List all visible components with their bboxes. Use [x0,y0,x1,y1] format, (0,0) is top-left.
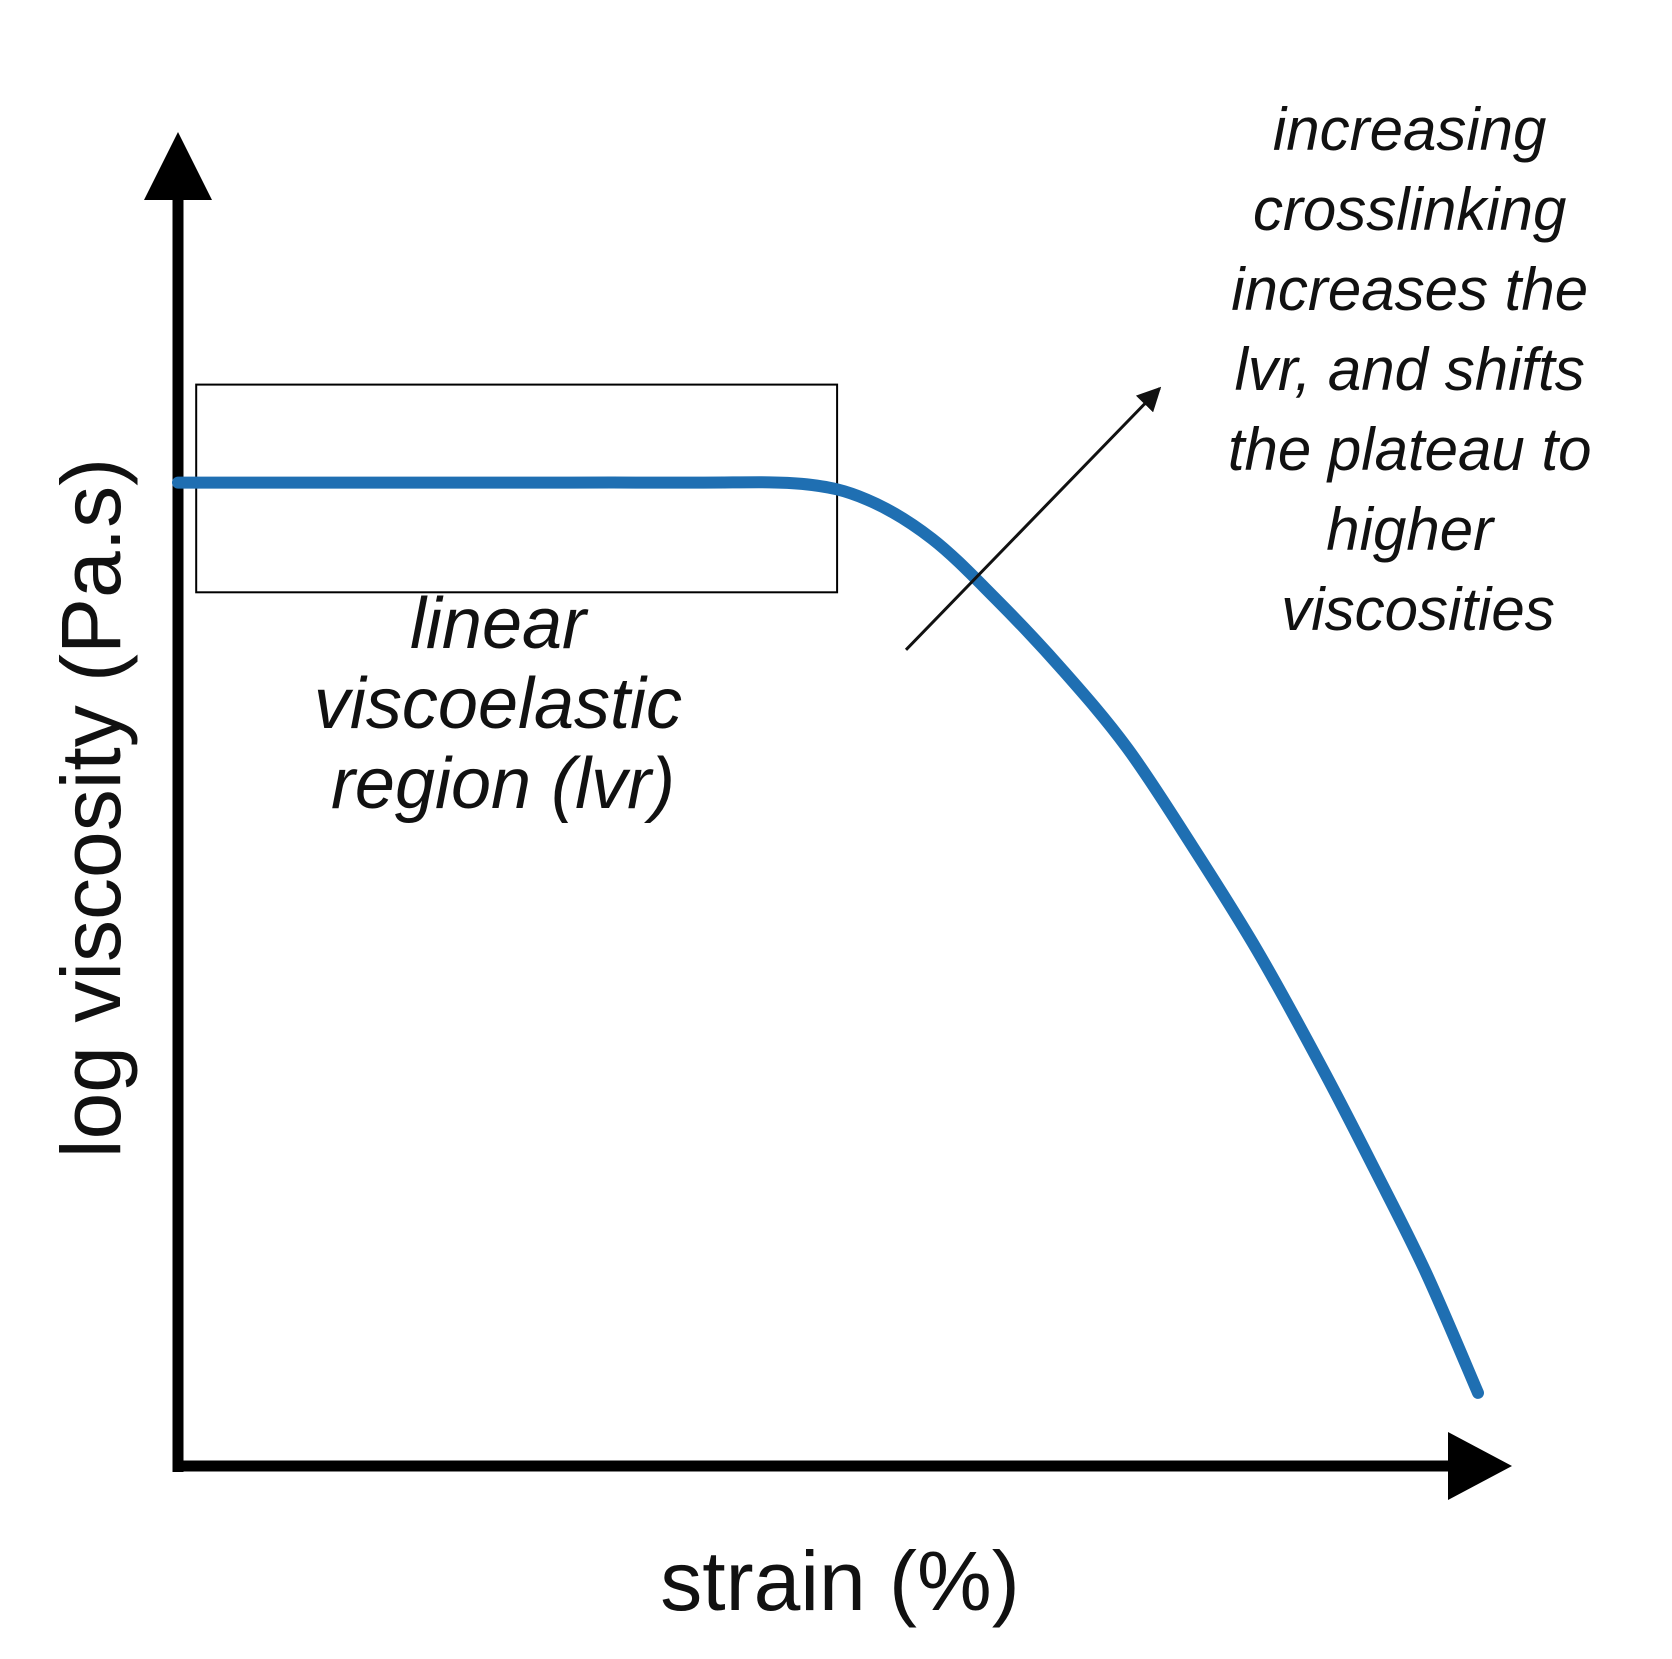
data-point [692,477,704,489]
note-line: lvr, and shifts [1235,336,1585,403]
note-line: the plateau to [1228,416,1592,483]
data-point [1121,742,1133,754]
data-point [1472,1387,1484,1399]
lvr-label-line: viscoelastic [314,664,682,744]
data-point [1368,1162,1380,1174]
lvr-label-line: region (lvr) [331,744,675,824]
viscosity-curve [172,476,1484,1399]
axes [144,132,1512,1500]
data-point [1316,1062,1328,1074]
note-line: higher [1326,496,1495,563]
lvr-label: linear viscoelastic region (lvr) [314,584,702,824]
y-axis-arrowhead [144,132,212,200]
data-point [861,494,873,506]
data-point [432,477,444,489]
x-axis-arrowhead [1448,1432,1512,1500]
note-line: viscosities [1281,576,1554,643]
data-point [796,478,808,490]
data-point [1420,1267,1432,1279]
note-line: increases the [1231,256,1588,323]
crosslinking-note: increasing crosslinking increases the lv… [1228,96,1608,643]
note-line: crosslinking [1253,176,1566,243]
y-axis-title: log viscosity (Pa.s) [44,458,138,1158]
lvr-label-line: linear [410,584,589,664]
data-point [1056,663,1068,675]
x-axis-title: strain (%) [660,1534,1019,1628]
data-point [562,477,574,489]
data-point [926,533,938,545]
note-line: increasing [1273,96,1547,163]
data-point [991,594,1003,606]
data-point [172,477,184,489]
crosslinking-arrow [904,386,1162,651]
data-point [1186,840,1198,852]
data-point [302,477,314,489]
data-point [1251,944,1263,956]
